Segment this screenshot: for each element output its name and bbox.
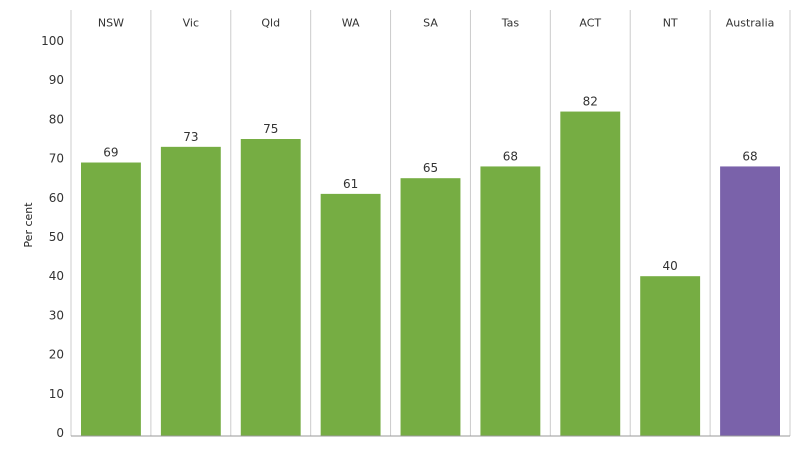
data-label-tas: 68: [503, 149, 518, 163]
category-label-qld: Qld: [261, 17, 280, 30]
bar-sa: [400, 178, 461, 436]
category-label-australia: Australia: [726, 17, 775, 30]
y-tick-label: 70: [49, 152, 64, 166]
y-tick-label: 30: [49, 308, 64, 322]
bar-australia: [720, 166, 780, 436]
category-label-nsw: NSW: [98, 17, 124, 30]
data-label-australia: 68: [742, 149, 757, 163]
y-axis-title: Per cent: [22, 202, 35, 248]
y-tick-label: 40: [49, 269, 64, 283]
data-label-nsw: 69: [103, 146, 118, 160]
category-label-nt: NT: [663, 17, 678, 30]
bar-act: [560, 111, 621, 436]
bar-vic: [160, 146, 221, 436]
y-tick-label: 80: [49, 112, 64, 126]
bar-nt: [640, 276, 701, 436]
bars: [81, 111, 780, 436]
category-label-act: ACT: [579, 17, 601, 30]
category-label-vic: Vic: [183, 17, 199, 30]
y-tick-label: 100: [41, 34, 64, 48]
data-label-qld: 75: [263, 122, 278, 136]
category-labels: NSW Vic Qld WA SA Tas ACT NT Australia: [98, 17, 774, 30]
data-label-sa: 65: [423, 161, 438, 175]
y-axis-ticks: 0 10 20 30 40 50 60 70 80 90 100: [41, 34, 64, 440]
y-tick-label: 90: [49, 73, 64, 87]
bar-wa: [320, 193, 381, 436]
y-tick-label: 10: [49, 387, 64, 401]
data-label-nt: 40: [663, 259, 678, 273]
data-label-wa: 61: [343, 177, 358, 191]
bar-qld: [240, 139, 301, 436]
data-label-act: 82: [583, 95, 598, 109]
category-label-sa: SA: [423, 17, 438, 30]
category-label-wa: WA: [342, 17, 360, 30]
y-tick-label: 0: [56, 426, 64, 440]
bar-tas: [480, 166, 541, 436]
y-tick-label: 60: [49, 191, 64, 205]
category-label-tas: Tas: [501, 17, 520, 30]
bar-nsw: [81, 162, 141, 436]
panel-dividers: [70, 10, 791, 436]
y-tick-label: 50: [49, 230, 64, 244]
y-tick-label: 20: [49, 348, 64, 362]
data-label-vic: 73: [183, 130, 198, 144]
data-labels: 69 73 75 61 65 68 82 40 68: [103, 95, 757, 274]
